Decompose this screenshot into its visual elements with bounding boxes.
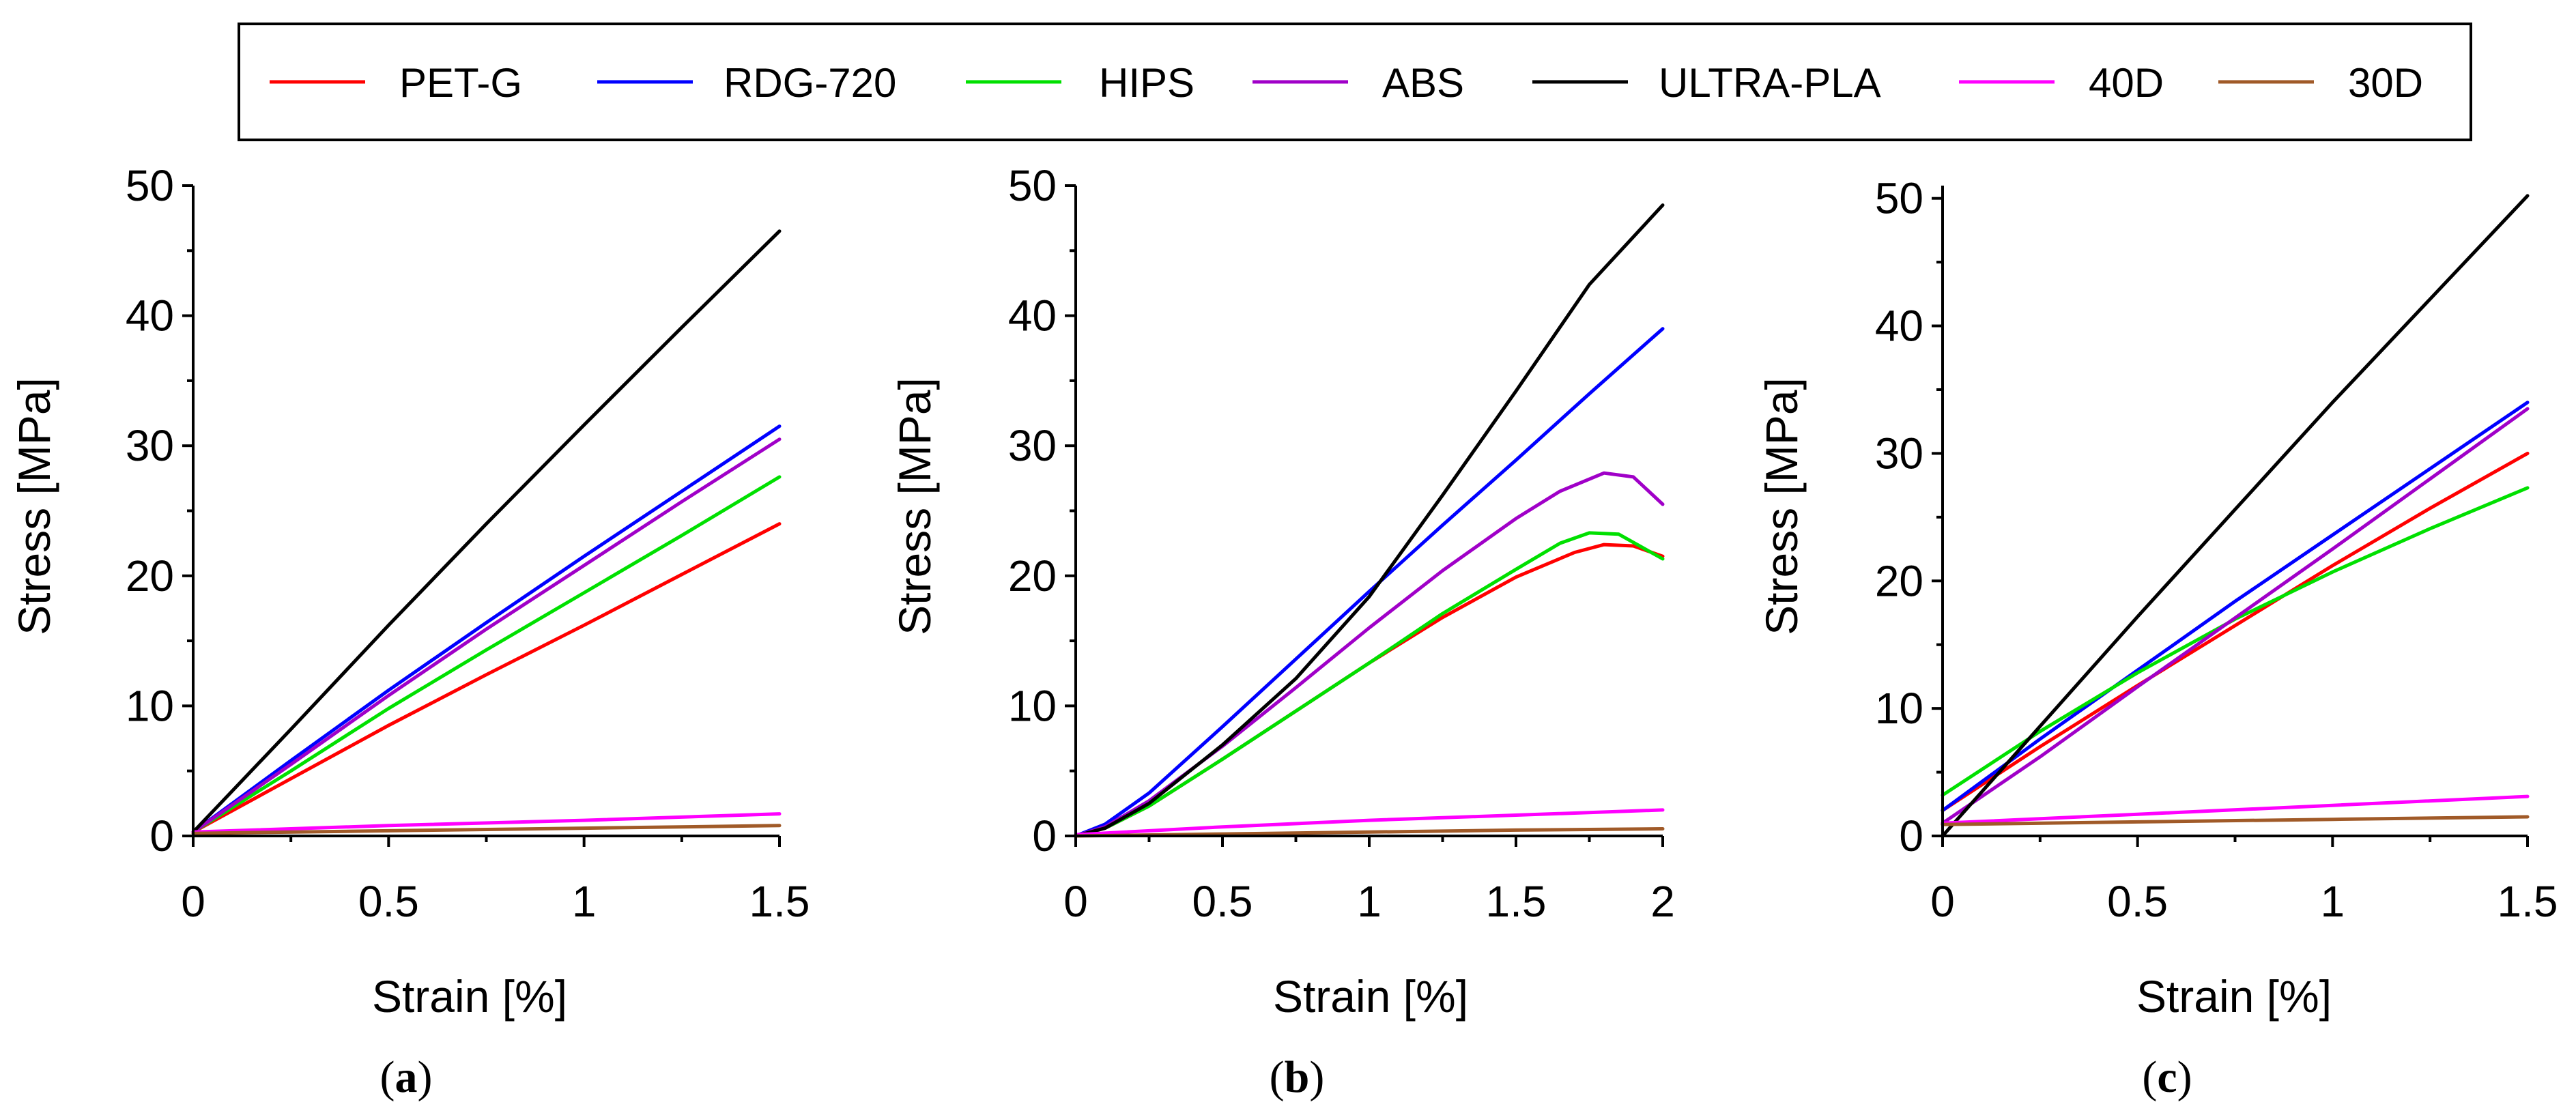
- legend-item-rdg-720: RDG-720: [597, 60, 896, 106]
- legend-label-pet-g: PET-G: [399, 60, 522, 106]
- panel-a-x-tick-label: 1.5: [749, 877, 810, 926]
- panel-a-x-tick-label: 0: [181, 877, 205, 926]
- legend: PET-G RDG-720 HIPS ABS ULTRA-PLA 40D 30D: [238, 23, 2472, 141]
- legend-label-hips: HIPS: [1099, 60, 1194, 106]
- panel-a-series-abs: [191, 437, 782, 834]
- legend-item-hips: HIPS: [966, 60, 1194, 106]
- legend-label-ultra-pla: ULTRA-PLA: [1659, 60, 1881, 106]
- panel-c-series-abs: [1941, 407, 2530, 825]
- panel-c-series-ultra-pla: [1941, 194, 2530, 838]
- panel-b-axes: [1074, 186, 1663, 837]
- legend-item-pet-g: PET-G: [270, 60, 522, 106]
- panel-b-y-axis-title: Stress [MPa]: [889, 377, 940, 635]
- panel-b-series-40d: [1074, 808, 1665, 837]
- legend-label-rdg-720: RDG-720: [724, 60, 896, 106]
- panel-c-x-tick-label: 1: [2321, 877, 2345, 926]
- legend-label-abs: ABS: [1382, 60, 1464, 106]
- panel-a-y-tick-label: 40: [126, 291, 174, 341]
- panel-b-ticks: 0 10 20 30 40 50 0 0.5 1 1.5 2: [1008, 161, 1675, 926]
- legend-item-ultra-pla: ULTRA-PLA: [1532, 60, 1881, 106]
- panel-c-series-pet-g: [1941, 451, 2530, 813]
- panel-a-label-close: ): [418, 1052, 433, 1102]
- panel-b-x-tick-label: 0: [1063, 877, 1088, 926]
- panel-b-series: [1074, 203, 1665, 838]
- panel-b-series-abs: [1074, 471, 1665, 838]
- panel-a-ticks: 0 10 20 30 40 50 0 0.5 1 1.5: [126, 161, 810, 926]
- panel-a-label-open: (: [380, 1052, 395, 1102]
- panel-b-y-tick-label: 50: [1008, 161, 1057, 210]
- legend-item-40d: 40D: [1959, 60, 2164, 106]
- panel-b-series-hips: [1074, 531, 1665, 838]
- panel-a-x-tick-label: 1: [572, 877, 597, 926]
- panel-c-y-tick-label: 10: [1875, 684, 1923, 733]
- panel-a-series: [191, 229, 782, 835]
- panel-b: 0 10 20 30 40 50 0 0.5 1 1.5 2 Strain [%] Stress […: [889, 161, 1675, 1102]
- panel-c-y-axis-title: Stress [MPa]: [1756, 377, 1807, 635]
- panel-c-y-tick-label: 30: [1875, 429, 1923, 478]
- panel-c-y-tick-label: 40: [1875, 302, 1923, 351]
- panel-a-y-tick-label: 0: [149, 811, 174, 861]
- panel-b-x-tick-label: 2: [1650, 877, 1675, 926]
- panel-c-series-rdg-720: [1941, 401, 2530, 813]
- panel-a-label-letter: a: [395, 1052, 418, 1102]
- panel-a-y-tick-label: 10: [126, 681, 174, 730]
- panel-b-x-tick-label: 0.5: [1192, 877, 1253, 926]
- panel-c-y-tick-label: 0: [1899, 811, 1923, 861]
- panel-c-x-tick-label: 1.5: [2498, 877, 2558, 926]
- panel-b-label: (b): [1270, 1052, 1325, 1102]
- panel-a-y-tick-label: 20: [126, 551, 174, 601]
- panel-c-x-axis-title: Strain [%]: [2136, 971, 2332, 1022]
- legend-item-abs: ABS: [1253, 60, 1464, 106]
- panel-a-y-tick-label: 50: [126, 161, 174, 210]
- panel-a-series-ultra-pla: [191, 229, 782, 834]
- panel-b-series-rdg-720: [1074, 327, 1665, 838]
- panel-c-y-tick-label: 50: [1875, 174, 1923, 223]
- panel-b-x-axis-title: Strain [%]: [1273, 971, 1468, 1022]
- panel-a-series-rdg-720: [191, 424, 782, 834]
- panel-c-x-tick-label: 0: [1930, 877, 1955, 926]
- panel-c-series-30d: [1941, 815, 2530, 826]
- panel-b-x-tick-label: 1.5: [1486, 877, 1547, 926]
- panel-b-label-close: ): [1309, 1052, 1324, 1102]
- panel-a-series-40d: [191, 812, 782, 834]
- panel-a-x-tick-label: 0.5: [358, 877, 419, 926]
- panel-b-series-ultra-pla: [1074, 203, 1665, 838]
- panel-b-label-open: (: [1270, 1052, 1285, 1102]
- panel-a-y-tick-label: 30: [126, 421, 174, 470]
- panel-a-series-30d: [191, 824, 782, 835]
- panel-c-series-hips: [1941, 486, 2530, 797]
- panel-b-y-tick-label: 30: [1008, 421, 1057, 470]
- panel-c-label: (c): [2142, 1052, 2192, 1102]
- panel-a-series-pet-g: [191, 522, 782, 834]
- legend-label-30d: 30D: [2348, 60, 2423, 106]
- panel-c-series: [1941, 194, 2530, 838]
- panel-a-series-hips: [191, 475, 782, 834]
- panel-c-label-open: (: [2142, 1052, 2157, 1102]
- panel-a-x-axis-title: Strain [%]: [372, 971, 567, 1022]
- panel-b-label-letter: b: [1285, 1052, 1310, 1102]
- panel-a-label: (a): [380, 1052, 433, 1102]
- panel-c-y-tick-label: 20: [1875, 556, 1923, 605]
- panel-c-x-tick-label: 0.5: [2107, 877, 2168, 926]
- panel-b-x-tick-label: 1: [1357, 877, 1382, 926]
- legend-label-40d: 40D: [2089, 60, 2164, 106]
- panel-b-y-tick-label: 0: [1032, 811, 1057, 861]
- legend-item-30d: 30D: [2218, 60, 2423, 106]
- panel-c: 0 10 20 30 40 50 0 0.5 1 1.5 Strain [%] Stress [M…: [1756, 174, 2558, 1102]
- panel-a: 0 10 20 30 40 50 0 0.5 1 1.5 Strain [%] Stress [M…: [9, 161, 810, 1102]
- panel-c-ticks: 0 10 20 30 40 50 0 0.5 1 1.5: [1875, 174, 2558, 926]
- panel-b-y-tick-label: 10: [1008, 681, 1057, 730]
- panel-b-y-tick-label: 40: [1008, 291, 1057, 341]
- panel-a-y-axis-title: Stress [MPa]: [9, 377, 59, 635]
- panel-c-series-40d: [1941, 794, 2530, 825]
- panel-c-label-letter: c: [2157, 1052, 2177, 1102]
- panel-b-y-tick-label: 20: [1008, 551, 1057, 601]
- panel-c-label-close: ): [2177, 1052, 2192, 1102]
